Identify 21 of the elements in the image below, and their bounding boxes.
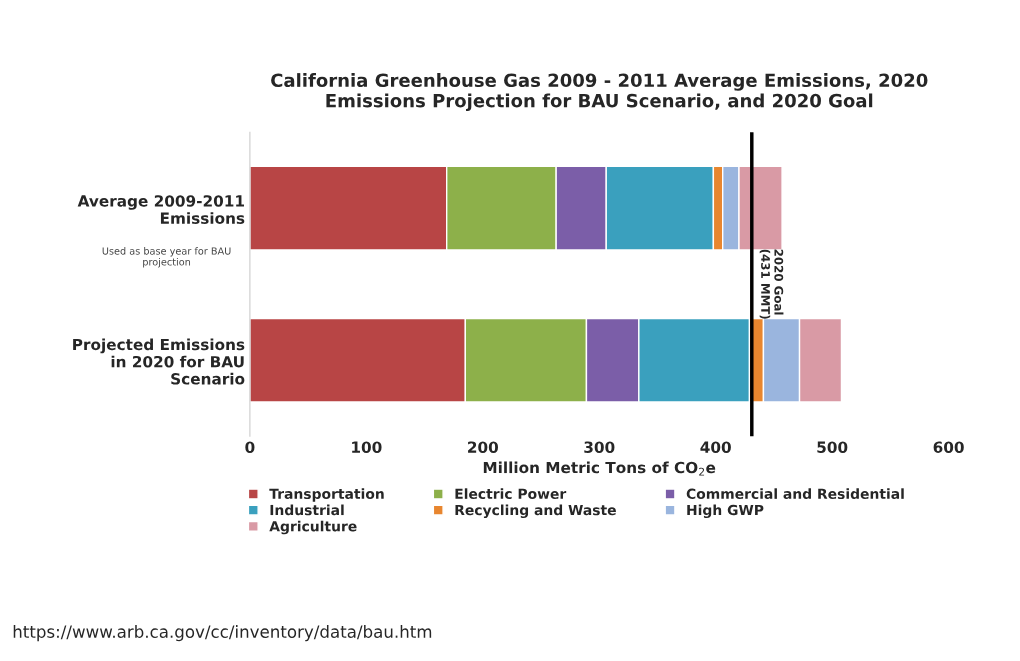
y-tick-label: Average 2009-2011 Emissions [77,195,245,224]
legend-label: Recycling and Waste [455,504,616,519]
text: Used as base year for BAU projection [102,247,231,268]
chart-title: California Greenhouse Gas 2009 - 2011 Average Emissions, 2020 Emissions Projection for BAU Scenario, and 2020 Goal [271,73,928,112]
x-tick-label: 0 [245,441,255,453]
legend-label: Electric Power [455,488,567,500]
legend-label: Industrial [270,504,344,516]
legend-label: Agriculture [269,520,357,535]
x-tick-label: 400 [700,441,731,453]
legend-label: Transportation [269,488,384,502]
x-tick-label: 100 [352,441,382,453]
x-tick-label: 600 [933,441,964,453]
text: https://www.arb.ca.gov/cc/inventory/data/bau.htm [13,625,432,642]
x-tick-label: 300 [584,441,615,453]
x-tick-label: 500 [817,441,848,453]
x-axis-title: Million Metric Tons of CO$_{2}$e [483,461,716,476]
ref-line-label: 2020 Goal (431 MMT) [759,249,784,319]
y-tick-label: Projected Emissions in 2020 for BAU Scenario [73,338,245,385]
legend-label: High GWP [687,504,764,519]
x-tick-label: 200 [468,441,499,453]
legend-label: Commercial and Residential [686,488,904,500]
